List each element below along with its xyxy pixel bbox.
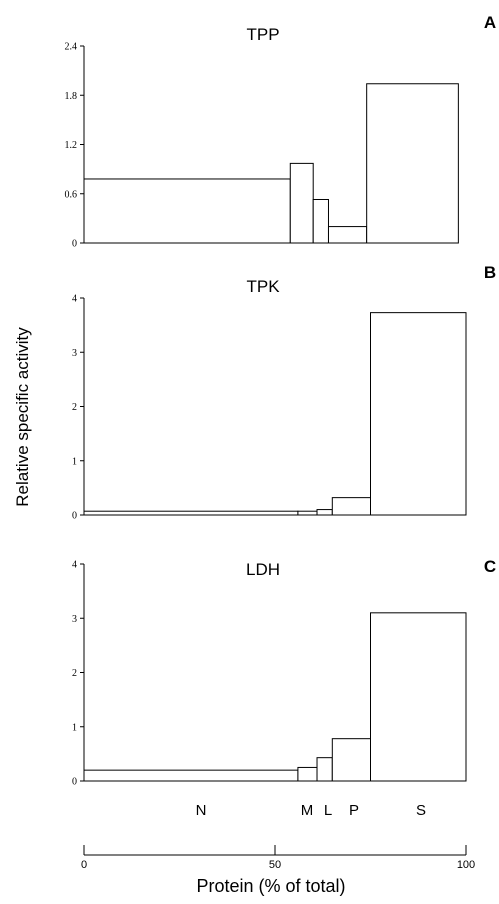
panel-letter: B (484, 263, 496, 282)
fraction-label-p: P (349, 802, 359, 819)
y-axis-label: Relative specific activity (13, 327, 32, 507)
bar-m (297, 766, 318, 782)
y-tick-label: 1 (72, 722, 77, 733)
bar-l (316, 757, 333, 782)
bar-n (83, 769, 299, 782)
fraction-label-s: S (416, 802, 426, 819)
panel-letter: A (484, 13, 496, 32)
fraction-label-m: M (301, 802, 314, 819)
bar-l (316, 509, 333, 516)
y-tick-label: 2.4 (65, 42, 78, 53)
x-axis-label: Protein (% of total) (196, 876, 345, 896)
bar-p (331, 497, 371, 516)
bar-s (370, 312, 467, 516)
bar-p (331, 738, 371, 782)
y-tick-label: 0 (72, 239, 77, 250)
y-tick-label: 0 (72, 511, 77, 522)
y-tick-label: 3 (72, 348, 77, 359)
bar-n (83, 178, 291, 244)
y-tick-label: 3 (72, 614, 77, 625)
panel-letter: C (484, 557, 496, 576)
y-tick-label: 4 (72, 294, 77, 305)
x-axis: 0 50 100 (81, 845, 475, 871)
y-tick-label: 4 (72, 560, 77, 571)
y-tick-label: 1.2 (65, 140, 78, 151)
y-tick-label: 1 (72, 456, 77, 467)
y-tick-label: 2 (72, 668, 77, 679)
x-tick-label: 100 (457, 859, 475, 871)
fraction-label-n: N (196, 802, 207, 819)
panel-c: LDH C 0 1 2 3 4 (72, 557, 496, 788)
bar-s (370, 612, 467, 782)
bar-s (366, 83, 459, 244)
bar-m (289, 162, 314, 244)
bar-m (297, 510, 318, 516)
panel-title: LDH (246, 560, 280, 579)
bar-p (327, 226, 368, 244)
y-tick-label: 1.8 (65, 91, 78, 102)
panel-title: TPK (246, 277, 280, 296)
x-tick-label: 50 (269, 859, 281, 871)
panel-title: TPP (246, 25, 279, 44)
y-tick-label: 0.6 (65, 189, 78, 200)
bar-l (312, 198, 329, 244)
y-tick-label: 2 (72, 402, 77, 413)
y-tick-label: 0 (72, 777, 77, 788)
fraction-label-l: L (324, 802, 332, 819)
bar-n (83, 510, 299, 516)
x-tick-label: 0 (81, 859, 87, 871)
panel-a: TPP A 0 0.6 1.2 1.8 2.4 (65, 13, 497, 250)
panel-b: TPK B 0 1 2 3 4 (72, 263, 496, 522)
